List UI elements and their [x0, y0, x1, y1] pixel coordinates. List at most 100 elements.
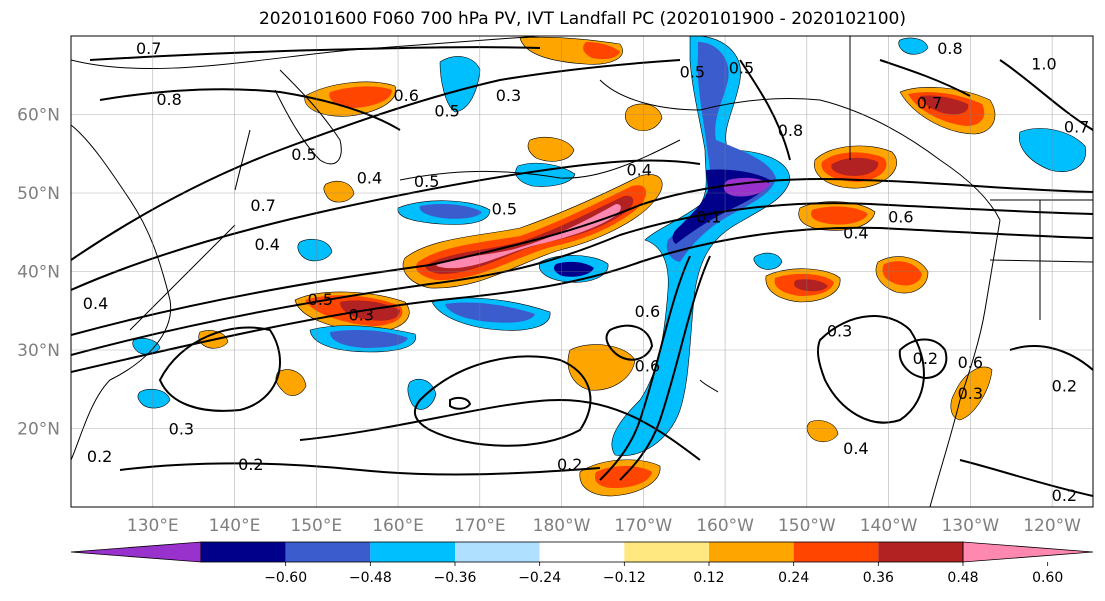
- contour-label: 0.7: [1064, 117, 1089, 136]
- contour-label: 0.4: [357, 168, 382, 187]
- latitude-label: 60°N: [17, 106, 60, 126]
- positive-anomaly-aleutian-north-red: [583, 42, 620, 60]
- longitude-label: 130°E: [127, 516, 179, 536]
- contour-label: 0.5: [291, 145, 316, 164]
- colorbar-tick-label: 0.48: [947, 570, 978, 586]
- negative-anomaly-west-coast: [1019, 128, 1087, 172]
- negative-anomaly-52n-mid: [419, 204, 482, 219]
- colorbar-segment: [539, 542, 625, 562]
- contour-label: 0.2: [1052, 486, 1077, 505]
- latitude-labels: 20°N 30°N 40°N 50°N 60°N: [17, 106, 60, 440]
- border-us-states: [989, 200, 1093, 320]
- positive-anomaly-small-5: [323, 181, 355, 203]
- pv-contour: [605, 324, 654, 361]
- pv-contour: [816, 315, 925, 424]
- colorbar-tick-label: −0.36: [434, 570, 477, 586]
- colorbar-segment: [709, 542, 794, 562]
- contour-label: 0.3: [169, 420, 194, 439]
- pv-contour: [599, 255, 691, 481]
- negative-anomaly-small-5: [898, 37, 929, 55]
- contour-label: 0.8: [156, 90, 181, 109]
- pv-contour: [739, 59, 791, 161]
- coastline-hawaii: [699, 379, 719, 393]
- pv-contour: [898, 338, 948, 380]
- negative-anomaly-midpac-mid: [445, 302, 535, 323]
- pv-contour: [71, 178, 1093, 336]
- contour-label: 0.6: [958, 353, 983, 372]
- colorbar-tick-label: 0.12: [693, 570, 724, 586]
- longitude-labels: 130°E 140°E 150°E 160°E 170°E 180°W 170°W 160°W…: [127, 516, 1081, 536]
- contour-label: 0.4: [83, 294, 108, 313]
- positive-anomaly-140w-darkred: [794, 279, 828, 292]
- pv-contour: [99, 88, 401, 131]
- longitude-label: 140°E: [209, 516, 261, 536]
- negative-anomaly-band-mid: [666, 42, 776, 262]
- contour-label: 0.4: [843, 223, 868, 242]
- latitude-label: 20°N: [17, 420, 60, 440]
- contour-label: 0.3: [958, 384, 983, 403]
- longitude-label: 130°W: [941, 516, 999, 536]
- pv-contour: [71, 202, 1093, 356]
- negative-anomaly-175w-core: [554, 261, 594, 277]
- colorbar-segment: [455, 542, 540, 562]
- colorbar-tick-label: 0.24: [778, 570, 809, 586]
- contour-label: 0.5: [680, 62, 705, 81]
- colorbar-extend-low: [70, 541, 202, 563]
- coastline-siberia: [71, 36, 541, 70]
- contour-label: 0.2: [913, 349, 938, 368]
- contour-label: 0.2: [1052, 376, 1077, 395]
- contour-label: 0.7: [250, 196, 275, 215]
- colorbar-extend-high: [962, 541, 1094, 563]
- positive-anomaly-150w-red: [810, 206, 868, 225]
- longitude-label: 160°E: [372, 516, 424, 536]
- contour-label: 0.7: [136, 39, 161, 58]
- contour-label: 0.4: [627, 160, 652, 179]
- positive-anomaly-coast-darkred: [920, 95, 969, 115]
- positive-anomaly-gulf-darkred: [831, 157, 879, 176]
- pv-contour: [119, 462, 601, 476]
- longitude-label: 180°W: [533, 516, 591, 536]
- longitude-label: 160°W: [696, 516, 754, 536]
- contour-label: 0.2: [557, 455, 582, 474]
- pv-contour: [1009, 345, 1093, 371]
- positive-anomaly-130w-red: [882, 261, 922, 286]
- contour-label: 0.2: [87, 447, 112, 466]
- longitude-label: 170°W: [614, 516, 672, 536]
- pv-contour: [959, 459, 1093, 497]
- negative-anomaly-small-2: [297, 239, 333, 262]
- colorbar-segment: [793, 542, 879, 562]
- map-title: 2020101600 F060 700 hPa PV, IVT Landfall…: [258, 9, 906, 29]
- contour-label: 0.1: [696, 208, 721, 227]
- positive-anomaly-nwpac-darkred: [340, 300, 400, 321]
- pv-contour: [999, 59, 1093, 131]
- colorbar-segment: [878, 542, 963, 562]
- colorbar-frame: [200, 541, 964, 563]
- negative-anomaly-aleutian: [515, 162, 576, 187]
- pv-contour: [89, 46, 541, 61]
- contour-label: 0.5: [434, 102, 459, 121]
- negative-anomaly-small-1: [407, 379, 437, 410]
- negative-anomaly-kamchatka: [439, 56, 481, 113]
- colorbar-tick-label: −0.48: [349, 570, 392, 586]
- longitude-label: 170°E: [454, 516, 506, 536]
- longitude-label: 140°W: [860, 516, 918, 536]
- contour-label: 0.8: [937, 39, 962, 58]
- coastline-north-america: [929, 219, 1001, 507]
- map-panel: 0.7 0.8 0.6 0.5 0.3 0.5 0.4 0.5 0.7 0.4 0.5 0.4 0.5 0…: [70, 35, 1094, 508]
- contour-label: 0.7: [917, 94, 942, 113]
- contour-label: 0.6: [393, 86, 418, 105]
- latitude-label: 40°N: [17, 263, 60, 283]
- latitude-label: 50°N: [17, 184, 60, 204]
- pv-contour: [879, 59, 971, 97]
- coastline-alaska: [599, 79, 1001, 221]
- positive-anomaly-small-2: [624, 103, 663, 131]
- longitude-label: 120°W: [1023, 516, 1081, 536]
- contour-label: 0.4: [254, 235, 279, 254]
- coastline-japan: [129, 224, 236, 331]
- colorbar-tick-label: −0.12: [603, 570, 646, 586]
- coastline-kamchatka: [274, 69, 342, 165]
- colorbar-segment: [285, 542, 371, 562]
- longitude-label: 150°E: [290, 516, 342, 536]
- contour-labels: 0.7 0.8 0.6 0.5 0.3 0.5 0.4 0.5 0.7 0.4 0.5 0.4 0.5 0…: [83, 39, 1090, 505]
